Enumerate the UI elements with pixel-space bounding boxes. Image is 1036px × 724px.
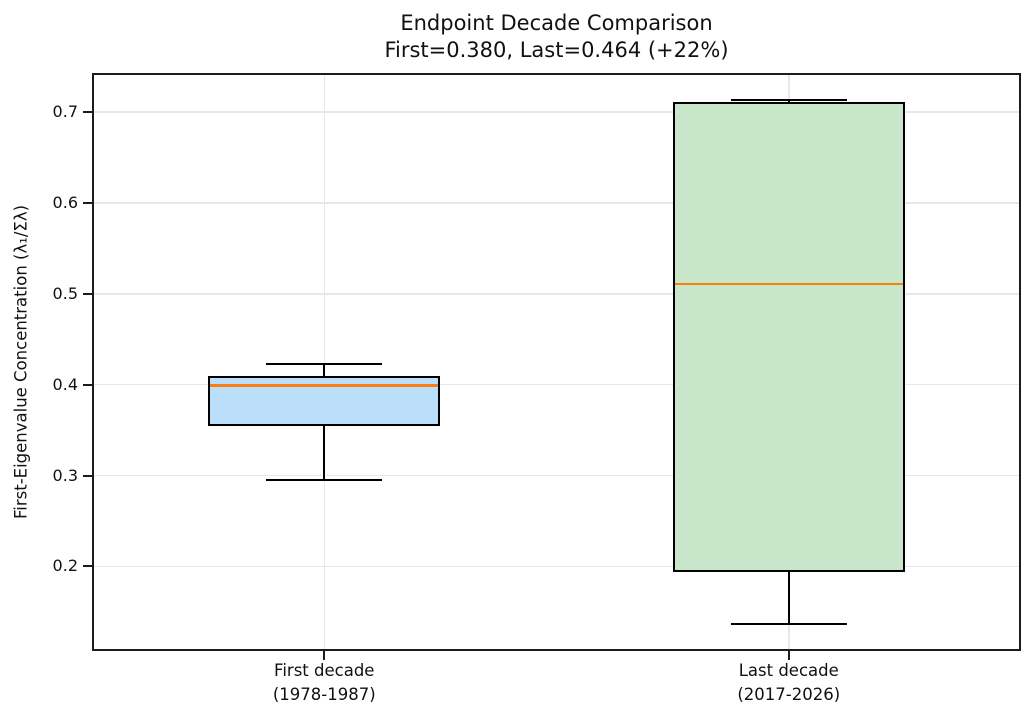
upper-whisker xyxy=(323,363,326,376)
y-tick-label: 0.3 xyxy=(52,465,78,485)
y-tick-mark xyxy=(83,111,92,114)
x-tick-label-line2: (1978-1987) xyxy=(272,685,376,704)
y-gridline xyxy=(92,383,1021,386)
y-gridline xyxy=(92,202,1021,204)
x-tick-label-line1: Last decade xyxy=(738,661,839,680)
lower-cap xyxy=(266,479,383,482)
y-tick-label: 0.5 xyxy=(52,283,78,303)
y-tick-mark xyxy=(83,383,92,386)
median-line xyxy=(674,282,903,286)
x-tick-mark xyxy=(787,651,790,660)
chart-title-line1: Endpoint Decade Comparison xyxy=(400,11,713,35)
y-tick-mark xyxy=(83,201,92,204)
x-gridline xyxy=(323,73,325,651)
box-last-decade xyxy=(672,102,905,572)
lower-cap xyxy=(730,622,847,625)
y-tick-label: 0.6 xyxy=(52,192,78,212)
x-tick-label-line1: First decade xyxy=(274,661,375,680)
y-gridline xyxy=(92,565,1021,568)
y-gridline xyxy=(92,293,1021,295)
x-tick-label-line2: (2017-2026) xyxy=(737,685,841,704)
upper-cap xyxy=(266,362,383,365)
y-tick-label: 0.2 xyxy=(52,556,78,576)
y-axis-label: First-Eigenvalue Concentration (λ₁/Σλ) xyxy=(11,204,31,520)
y-gridline xyxy=(92,474,1021,477)
plot-area xyxy=(92,73,1021,651)
y-tick-mark xyxy=(83,565,92,568)
x-tick-mark xyxy=(323,651,326,660)
y-tick-mark xyxy=(83,474,92,477)
lower-whisker xyxy=(787,571,790,624)
y-tick-label: 0.7 xyxy=(52,102,78,122)
lower-whisker xyxy=(323,425,326,481)
x-tick-label: Last decade (2017-2026) xyxy=(629,659,949,707)
upper-cap xyxy=(730,99,847,102)
chart-title: Endpoint Decade Comparison First=0.380, … xyxy=(92,10,1021,64)
box-first-decade xyxy=(208,375,441,426)
x-tick-label: First decade (1978-1987) xyxy=(164,659,484,707)
median-line xyxy=(210,384,439,387)
y-tick-label: 0.4 xyxy=(52,374,78,394)
y-gridline xyxy=(92,111,1021,113)
y-tick-mark xyxy=(83,292,92,295)
chart-title-line2: First=0.380, Last=0.464 (+22%) xyxy=(384,38,729,62)
